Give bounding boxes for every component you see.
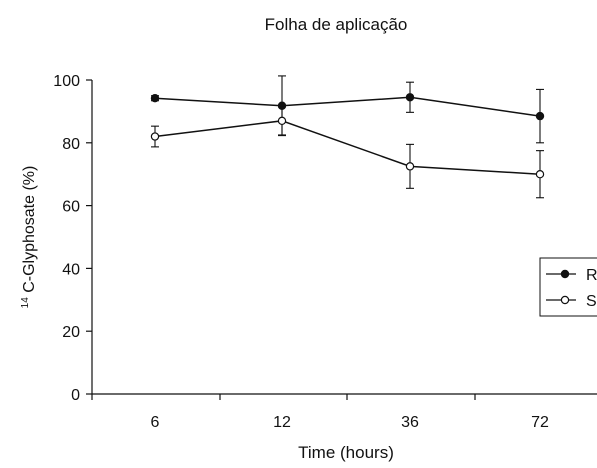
data-point-s: [405, 162, 415, 171]
x-tick-label: 72: [531, 414, 549, 431]
legend: R S: [539, 257, 597, 317]
y-axis-label-superscript: 14: [20, 297, 31, 309]
x-axis-label: Time (hours): [298, 443, 394, 462]
y-tick-label: 80: [62, 136, 80, 153]
data-point-r: [405, 93, 415, 102]
y-axis-label: 14 C-Glyphosate (%): [20, 166, 38, 309]
series-layer: [150, 75, 545, 199]
data-point-s: [150, 132, 160, 141]
y-ticks: 0 20 40 60 80 100: [53, 73, 92, 404]
x-tick-label: 36: [401, 414, 419, 431]
y-tick-label: 100: [53, 73, 80, 90]
x-tick-label: 6: [151, 414, 160, 431]
series-r: [150, 75, 545, 144]
legend-box: [539, 257, 597, 317]
legend-label-r: R: [586, 267, 597, 284]
x-ticks: 6 12 36 72: [91, 394, 549, 431]
legend-marker-r: [560, 269, 570, 279]
chart-title: Folha de aplicação: [265, 15, 408, 34]
series-s: [150, 106, 545, 199]
y-tick-label: 60: [62, 199, 80, 216]
series-line-s: [154, 120, 541, 175]
y-tick-label: 40: [62, 261, 80, 278]
x-tick-label: 12: [273, 414, 291, 431]
y-tick-label: 0: [71, 387, 80, 404]
legend-marker-s: [560, 295, 570, 305]
data-point-r: [535, 111, 545, 121]
y-axis-label-text: C-Glyphosate (%): [21, 166, 38, 298]
data-point-s: [277, 116, 287, 126]
data-point-r: [150, 94, 160, 103]
data-point-s: [535, 169, 545, 179]
series-line-r: [154, 96, 541, 117]
legend-label-s: S: [586, 293, 597, 310]
y-tick-label: 20: [62, 324, 80, 341]
